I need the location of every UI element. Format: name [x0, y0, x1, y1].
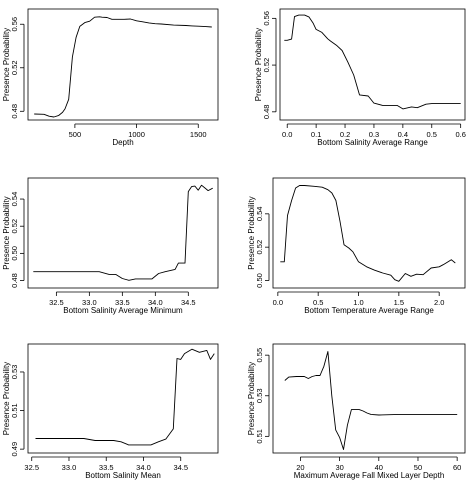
series-line — [284, 14, 461, 110]
y-tick-label: 0.55 — [255, 348, 264, 363]
plot-frame — [272, 177, 466, 289]
y-tick-label: 0.48 — [10, 273, 19, 288]
chart-panel-2: 0.0 0.1 0.2 0.3 0.4 0.5 0.6 0.48 0.52 0.56 Bottom … — [254, 8, 466, 147]
y-axis-label: Presence Probability — [247, 362, 256, 435]
chart-panel-3: 32.5 33.0 33.5 34.0 34.5 0.48 0.50 0.52 0.54 Bott… — [2, 177, 219, 315]
x-tick-label: 0.5 — [313, 298, 323, 307]
x-tick-label: 0.5 — [427, 130, 437, 139]
x-tick-label: 40 — [375, 463, 383, 472]
x-axis-label: Bottom Salinity Average Range — [317, 138, 428, 147]
y-tick-label: 0.53 — [255, 388, 264, 403]
x-tick-label: 0.1 — [311, 130, 321, 139]
series-line — [280, 185, 456, 282]
chart-panel-5: 32.5 33.0 33.5 34.0 34.5 0.49 0.51 0.53 Bottom S… — [2, 343, 219, 480]
x-tick-label: 30 — [335, 463, 343, 472]
x-axis-label: Bottom Salinity Mean — [85, 471, 161, 480]
plot-frame — [279, 8, 466, 121]
y-tick-label: 0.50 — [255, 273, 264, 288]
x-axis-label: Maximum Average Fall Mixed Layer Depth — [294, 471, 445, 480]
y-axis-label: Presence Probability — [2, 362, 11, 435]
y-tick-label: 0.52 — [10, 60, 19, 75]
x-tick-label: 500 — [69, 130, 82, 139]
plot-frame — [27, 343, 219, 454]
x-tick-label: 2.0 — [434, 298, 444, 307]
y-axis-label: Presence Probability — [2, 28, 11, 101]
x-tick-label: 20 — [296, 463, 304, 472]
plot-frame — [272, 343, 466, 454]
x-tick-label: 1000 — [128, 130, 145, 139]
y-tick-label: 0.56 — [262, 11, 271, 26]
x-axis-label: Depth — [112, 138, 133, 147]
y-tick-label: 0.48 — [10, 104, 19, 119]
series-line — [33, 184, 213, 281]
x-tick-label: 0.6 — [455, 130, 465, 139]
y-tick-label: 0.54 — [10, 192, 19, 207]
x-tick-label: 0.2 — [340, 130, 350, 139]
y-tick-label: 0.52 — [10, 219, 19, 234]
y-tick-label: 0.52 — [255, 240, 264, 255]
chart-panel-4: 0.0 0.5 1.0 1.5 2.0 0.50 0.52 0.54 Bottom Temper… — [247, 177, 466, 315]
y-tick-label: 0.53 — [10, 365, 19, 380]
plot-frame — [27, 177, 219, 289]
y-axis-label: Presence Probability — [247, 196, 256, 269]
x-tick-label: 1500 — [190, 130, 207, 139]
series-line — [35, 348, 215, 446]
y-tick-label: 0.54 — [255, 207, 264, 222]
x-tick-label: 60 — [453, 463, 461, 472]
x-tick-label: 34.0 — [136, 463, 151, 472]
y-axis-label: Presence Probability — [254, 28, 263, 101]
x-tick-label: 50 — [414, 463, 422, 472]
x-tick-label: 32.5 — [24, 463, 39, 472]
series-line — [284, 351, 458, 450]
chart-panel-6: 20 30 40 50 60 0.51 0.53 0.55 Maximum Average Fa… — [247, 343, 466, 480]
series-line — [34, 16, 212, 118]
x-tick-label: 0.0 — [273, 298, 283, 307]
y-tick-label: 0.56 — [10, 17, 19, 32]
y-tick-label: 0.51 — [10, 403, 19, 418]
x-axis-label: Bottom Temperature Average Range — [304, 306, 434, 315]
y-axis-label: Presence Probability — [2, 196, 11, 269]
x-tick-label: 33.0 — [82, 298, 97, 307]
x-tick-label: 0.0 — [282, 130, 292, 139]
y-tick-label: 0.51 — [255, 429, 264, 444]
y-tick-label: 0.50 — [10, 246, 19, 261]
plot-frame — [27, 8, 219, 121]
x-tick-label: 34.5 — [181, 298, 196, 307]
x-tick-label: 32.5 — [49, 298, 64, 307]
x-tick-label: 1.5 — [394, 298, 404, 307]
x-tick-label: 1.0 — [353, 298, 363, 307]
x-tick-label: 33.5 — [115, 298, 130, 307]
x-tick-label: 0.3 — [369, 130, 379, 139]
x-tick-label: 34.5 — [173, 463, 188, 472]
chart-panel-1: 500 1000 1500 0.48 0.52 0.56 Depth Presence Pro… — [2, 8, 219, 147]
y-tick-label: 0.52 — [262, 58, 271, 73]
x-axis-label: Bottom Salinity Average Minimum — [63, 306, 183, 315]
x-tick-label: 34.0 — [148, 298, 163, 307]
y-tick-label: 0.48 — [262, 105, 271, 120]
x-tick-label: 0.4 — [398, 130, 408, 139]
y-tick-label: 0.49 — [10, 442, 19, 457]
x-tick-label: 33.0 — [62, 463, 77, 472]
x-tick-label: 33.5 — [99, 463, 114, 472]
